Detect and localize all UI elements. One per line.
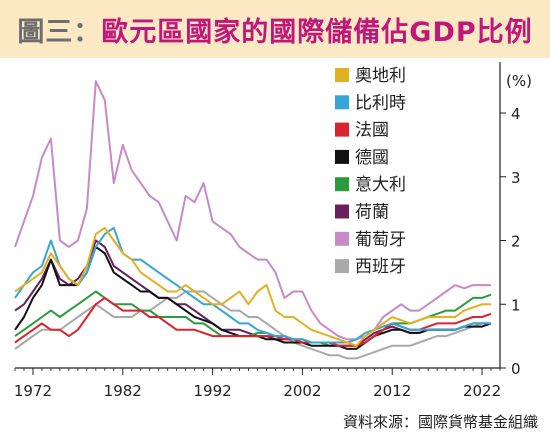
- legend-swatch-1: [335, 95, 349, 110]
- y-unit-label: (%): [506, 72, 532, 90]
- title-bar: [0, 0, 550, 58]
- y-tick-label-2: 2: [511, 233, 521, 251]
- chart-title-main: 歐元區國家的國際儲備佔GDP比例: [101, 16, 533, 48]
- x-ticks: 1972 1982 1992 2002 2012 2022: [14, 368, 501, 400]
- series-line-7: [14, 290, 491, 360]
- line-chart: 1972 1982 1992 2002 2012 2022 0 1 2 3 4 (%) 奧地利比利…: [14, 62, 532, 400]
- series-line-2: [14, 296, 492, 347]
- legend-swatch-2: [335, 122, 349, 137]
- y-tick-label-1: 1: [511, 296, 521, 314]
- y-tick-label-0: 0: [511, 360, 521, 378]
- legend-swatch-3: [335, 149, 349, 164]
- x-tick-label-2: 1992: [193, 382, 231, 400]
- series-line-0: [14, 226, 491, 347]
- legend-swatch-6: [335, 231, 349, 246]
- legend-swatch-0: [335, 68, 349, 82]
- x-tick-label-1: 1982: [104, 382, 142, 400]
- legend-label-5: 荷蘭: [355, 203, 389, 223]
- series-line-1: [14, 226, 491, 344]
- x-tick-label-3: 2002: [283, 382, 321, 400]
- legend-label-2: 法國: [355, 121, 389, 141]
- legend-label-7: 西班牙: [355, 257, 406, 277]
- legend-label-0: 奧地利: [355, 66, 406, 86]
- x-tick-label-0: 1972: [14, 382, 52, 400]
- source-note: 資料來源：國際貨幣基金組織: [342, 413, 538, 431]
- legend-label-3: 德國: [355, 148, 389, 168]
- x-tick-label-4: 2012: [373, 382, 411, 400]
- legend-label-6: 葡萄牙: [355, 230, 406, 250]
- legend-swatch-7: [335, 259, 349, 274]
- legend-label-1: 比利時: [355, 93, 406, 113]
- x-tick-label-5: 2022: [463, 382, 501, 400]
- series-lines: [14, 80, 492, 360]
- chart-title-prefix: 圖三：: [17, 16, 102, 48]
- series-line-6: [14, 80, 491, 341]
- y-tick-label-4: 4: [511, 105, 521, 123]
- legend-swatch-5: [335, 204, 349, 219]
- chart-title: 圖三： 歐元區國家的國際儲備佔GDP比例: [0, 0, 550, 58]
- legend-swatch-4: [335, 177, 349, 192]
- y-tick-label-3: 3: [511, 169, 521, 187]
- legend-label-4: 意大利: [355, 175, 406, 195]
- y-ticks: 0 1 2 3 4: [500, 105, 521, 378]
